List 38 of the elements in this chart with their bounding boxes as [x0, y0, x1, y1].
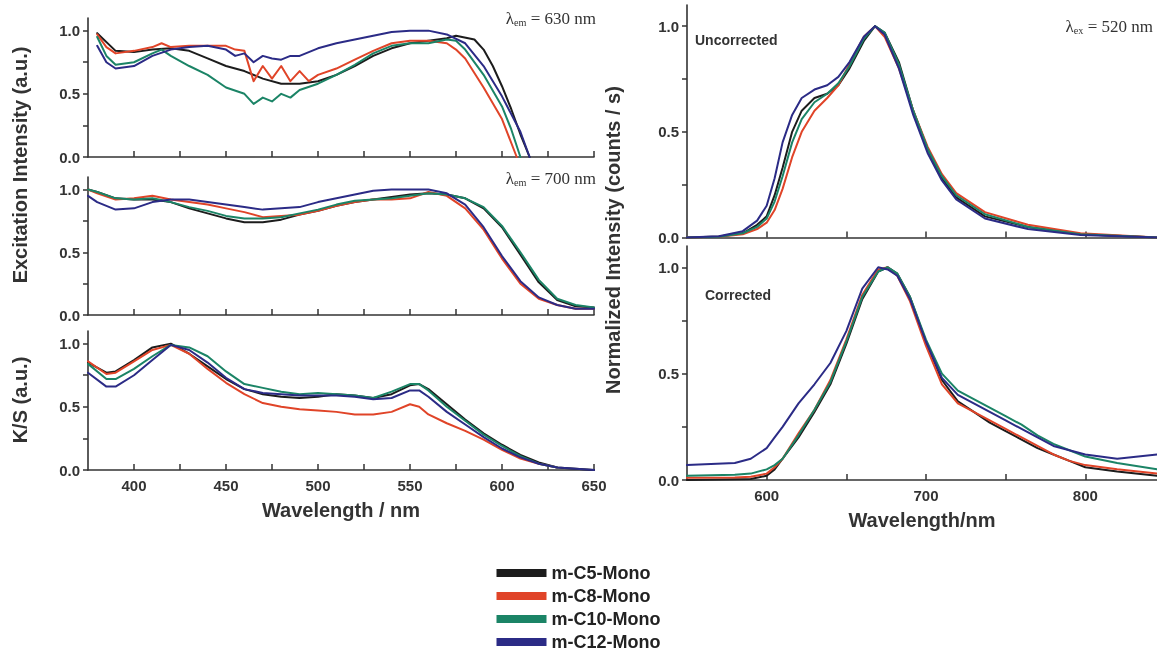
y-tick-label: 0.0 [59, 148, 80, 166]
y-axis-title: Normalized Intensity (counts / s) [601, 86, 625, 394]
y-tick-label: 0.5 [658, 123, 679, 141]
y-tick-label: 0.5 [59, 243, 80, 261]
x-tick-label: 600 [489, 477, 515, 494]
y-axis-title: K/S (a.u.) [8, 356, 32, 444]
x-tick-label: 450 [213, 477, 239, 494]
annotation: λem = 630 nm [505, 8, 596, 28]
legend-label: m-C5-Mono [551, 563, 651, 583]
legend-label: m-C12-Mono [551, 632, 661, 652]
x-tick-label: 600 [754, 487, 780, 504]
y-tick-label: 0.5 [59, 398, 80, 416]
x-tick-label: 400 [121, 477, 147, 494]
annotation: Corrected [705, 287, 772, 303]
x-axis-title: Wavelength / nm [261, 499, 421, 521]
annotation: Uncorrected [695, 32, 778, 48]
x-tick-label: 800 [1072, 487, 1098, 504]
y-tick-label: 0.0 [658, 471, 679, 489]
x-tick-label: 500 [305, 477, 331, 494]
y-tick-label: 1.0 [658, 17, 679, 35]
y-tick-label: 0.5 [59, 85, 80, 103]
x-tick-label: 700 [913, 487, 939, 504]
y-tick-label: 0.0 [658, 229, 679, 246]
legend-label: m-C10-Mono [551, 609, 661, 629]
y-tick-label: 0.5 [658, 365, 679, 383]
x-tick-label: 550 [397, 477, 423, 494]
y-tick-label: 0.0 [59, 306, 80, 324]
x-tick-label: 650 [581, 477, 607, 494]
y-tick-label: 1.0 [59, 22, 80, 40]
y-tick-label: 1.0 [658, 258, 679, 276]
legend-label: m-C8-Mono [551, 586, 651, 606]
x-axis-title: Wavelength/nm [848, 509, 996, 531]
y-tick-label: 1.0 [59, 181, 80, 199]
y-axis-title: Excitation Intensity (a.u.) [8, 46, 32, 284]
y-tick-label: 0.0 [59, 461, 80, 479]
y-tick-label: 1.0 [59, 335, 80, 353]
annotation: λex = 520 nm [1065, 16, 1153, 36]
annotation: λem = 700 nm [505, 168, 596, 188]
